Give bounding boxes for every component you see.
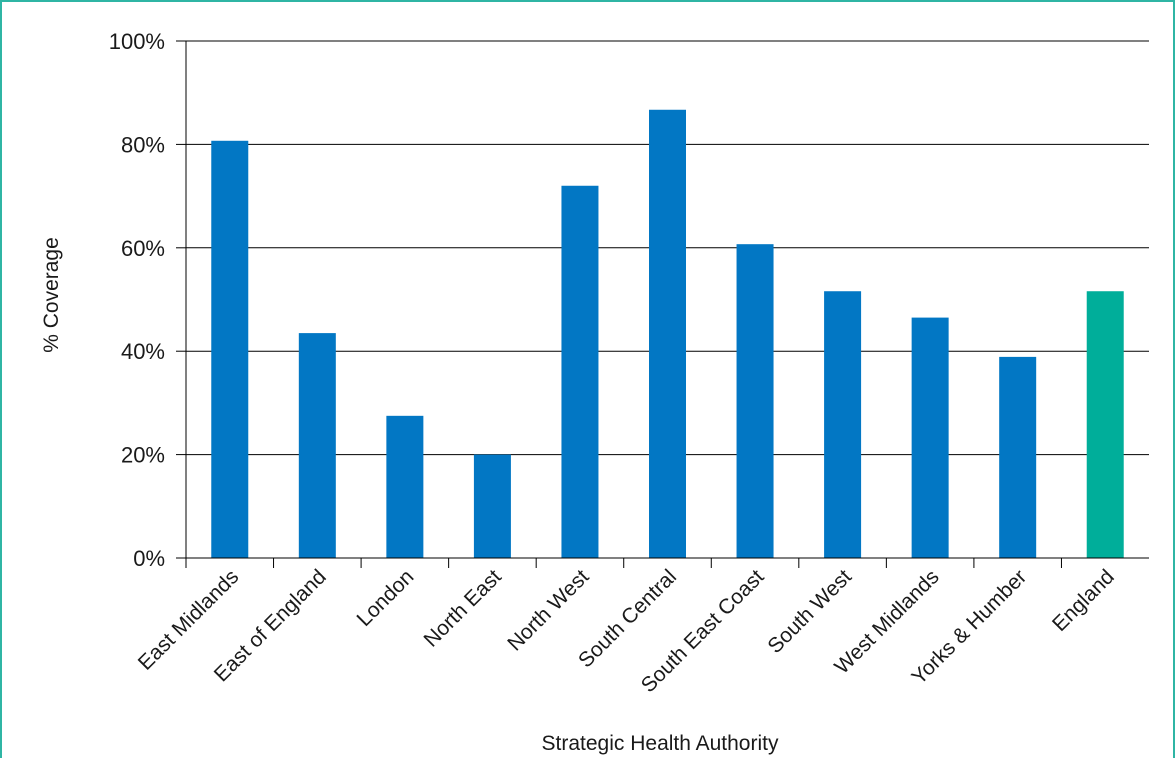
bars (211, 109, 1124, 559)
y-tick-label: 80% (121, 132, 165, 157)
y-tick-label: 100% (109, 29, 165, 54)
frame-right-border (1173, 0, 1175, 758)
bar-east-midlands (211, 140, 249, 558)
y-tick-label: 60% (121, 236, 165, 261)
bar-north-east (473, 454, 511, 558)
bar-south-east-coast (736, 244, 774, 558)
frame-top-border (0, 0, 1175, 2)
axes (176, 40, 1149, 568)
x-category-label: England (1048, 565, 1119, 636)
bar-london (386, 415, 424, 558)
bar-east-of-england (298, 333, 336, 558)
y-tick-label: 40% (121, 339, 165, 364)
x-category-label: South West (763, 565, 856, 658)
y-tick-label: 20% (121, 443, 165, 468)
x-category-label: North West (503, 565, 593, 655)
bar-england (1086, 291, 1124, 558)
bar-north-west (561, 185, 599, 558)
frame-left-border (0, 0, 2, 758)
bar-yorks-humber (999, 356, 1037, 558)
y-axis-title: % Coverage (40, 237, 63, 353)
x-category-label: London (353, 565, 419, 631)
bar-west-midlands (911, 317, 949, 558)
bar-south-west (824, 291, 862, 558)
y-tick-labels: 0% 20% 40% 60% 80% 100% (109, 29, 165, 571)
y-tick-label: 0% (133, 546, 165, 571)
x-category-label: North East (420, 565, 507, 652)
bar-south-central (649, 109, 686, 559)
x-axis-title: Strategic Health Authority (542, 732, 779, 755)
